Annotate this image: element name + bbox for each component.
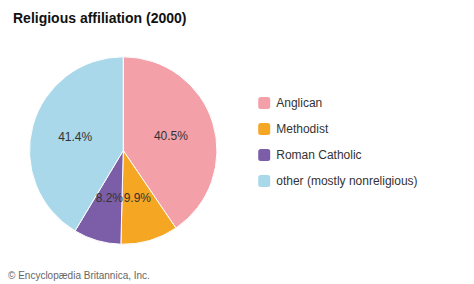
svg-text:Anglican: Anglican: [276, 96, 322, 110]
svg-text:other (mostly nonreligious): other (mostly nonreligious): [276, 174, 417, 188]
svg-text:Methodist: Methodist: [276, 122, 329, 136]
svg-text:Roman Catholic: Roman Catholic: [276, 148, 361, 162]
svg-text:9.9%: 9.9%: [124, 191, 152, 205]
svg-text:© Encyclopædia Britannica, Inc: © Encyclopædia Britannica, Inc.: [8, 270, 150, 281]
svg-text:40.5%: 40.5%: [154, 129, 188, 143]
svg-text:Religious affiliation (2000): Religious affiliation (2000): [13, 10, 186, 26]
svg-text:41.4%: 41.4%: [58, 130, 92, 144]
svg-text:8.2%: 8.2%: [96, 191, 124, 205]
